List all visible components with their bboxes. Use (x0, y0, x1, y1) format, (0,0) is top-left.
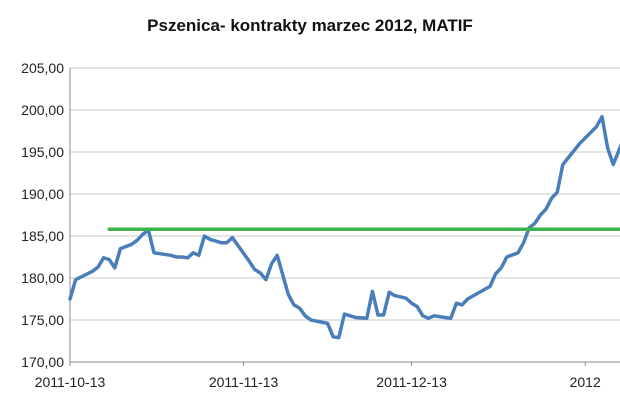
data-point (270, 262, 273, 265)
data-point (534, 222, 536, 225)
data-point (450, 317, 452, 320)
y-tick-label: 195,00 (21, 144, 64, 160)
series-line-price (68, 114, 620, 340)
data-point (231, 236, 234, 239)
data-point (338, 336, 340, 339)
data-point (130, 243, 133, 246)
y-tick-label: 190,00 (21, 186, 64, 202)
data-point (276, 254, 279, 257)
data-point (209, 238, 211, 241)
data-point (248, 260, 250, 263)
data-point (371, 290, 374, 293)
y-tick-label: 200,00 (21, 102, 64, 118)
data-point (556, 191, 558, 194)
data-point (522, 241, 525, 244)
data-point (606, 147, 609, 149)
data-point (170, 254, 172, 257)
data-point (304, 315, 307, 317)
data-point (214, 240, 217, 242)
data-point (466, 298, 469, 300)
data-point (539, 214, 542, 216)
y-tick-label: 170,00 (21, 354, 64, 370)
data-point (382, 314, 385, 316)
data-point (562, 163, 564, 166)
data-point (265, 278, 267, 281)
x-tick-label: 2012 (570, 374, 601, 390)
data-point (186, 257, 189, 259)
y-tick-label: 175,00 (21, 312, 64, 328)
y-tick-label: 180,00 (21, 270, 64, 286)
data-point (136, 239, 138, 241)
data-point (500, 267, 503, 269)
data-point (388, 291, 391, 294)
data-point (422, 315, 424, 317)
data-point (74, 278, 77, 281)
data-point (287, 294, 290, 296)
data-point (114, 267, 116, 269)
data-point (332, 336, 335, 338)
data-point (550, 197, 553, 199)
data-point (455, 302, 458, 305)
data-point (489, 285, 491, 288)
y-axis: 170,00 175,00 180,00 185,00 190,00 195,00 200,… (21, 60, 71, 370)
data-point (102, 257, 105, 259)
data-point (461, 304, 463, 306)
data-point (220, 241, 222, 244)
data-point (175, 256, 178, 258)
data-point (433, 315, 435, 317)
data-point (545, 208, 547, 210)
data-point (298, 307, 301, 310)
data-point (108, 228, 110, 231)
data-point (506, 256, 508, 258)
y-tick-label: 185,00 (21, 228, 64, 244)
series-layer (68, 114, 620, 340)
data-point (444, 316, 447, 319)
data-point (416, 305, 419, 308)
data-point (578, 142, 581, 145)
data-point (494, 273, 497, 275)
data-point (349, 315, 351, 317)
x-tick-label: 2011-12-13 (376, 374, 447, 390)
data-point (198, 254, 200, 257)
data-point (181, 256, 183, 258)
data-point (326, 322, 329, 325)
data-point (310, 319, 312, 321)
data-point (517, 252, 519, 254)
data-point (410, 302, 413, 305)
data-point (405, 297, 407, 300)
data-point (226, 241, 228, 244)
data-point (192, 252, 194, 254)
x-tick-label: 2011-10-13 (35, 374, 106, 390)
data-point (612, 163, 614, 166)
data-point (91, 270, 94, 273)
data-point (293, 304, 295, 306)
data-point (108, 258, 110, 261)
data-point (119, 247, 122, 250)
data-point (153, 252, 155, 254)
data-point (354, 316, 357, 319)
data-point (97, 266, 99, 268)
data-point (142, 233, 144, 236)
data-point (203, 235, 206, 237)
data-point (366, 317, 368, 320)
data-point (69, 298, 71, 300)
x-axis: 2011-10-13 2011-11-13 2011-12-13 2012 (35, 361, 620, 390)
data-point (254, 268, 256, 271)
data-point (394, 294, 396, 297)
chart-title: Pszenica- kontrakty marzec 2012, MATIF (147, 16, 473, 35)
data-point (343, 313, 346, 315)
data-point (601, 115, 603, 118)
x-tick-label: 2011-11-13 (209, 374, 279, 390)
data-point (427, 317, 430, 320)
y-tick-label: 205,00 (21, 60, 64, 76)
data-point (595, 126, 598, 128)
data-point (259, 272, 262, 274)
data-point (377, 314, 379, 316)
